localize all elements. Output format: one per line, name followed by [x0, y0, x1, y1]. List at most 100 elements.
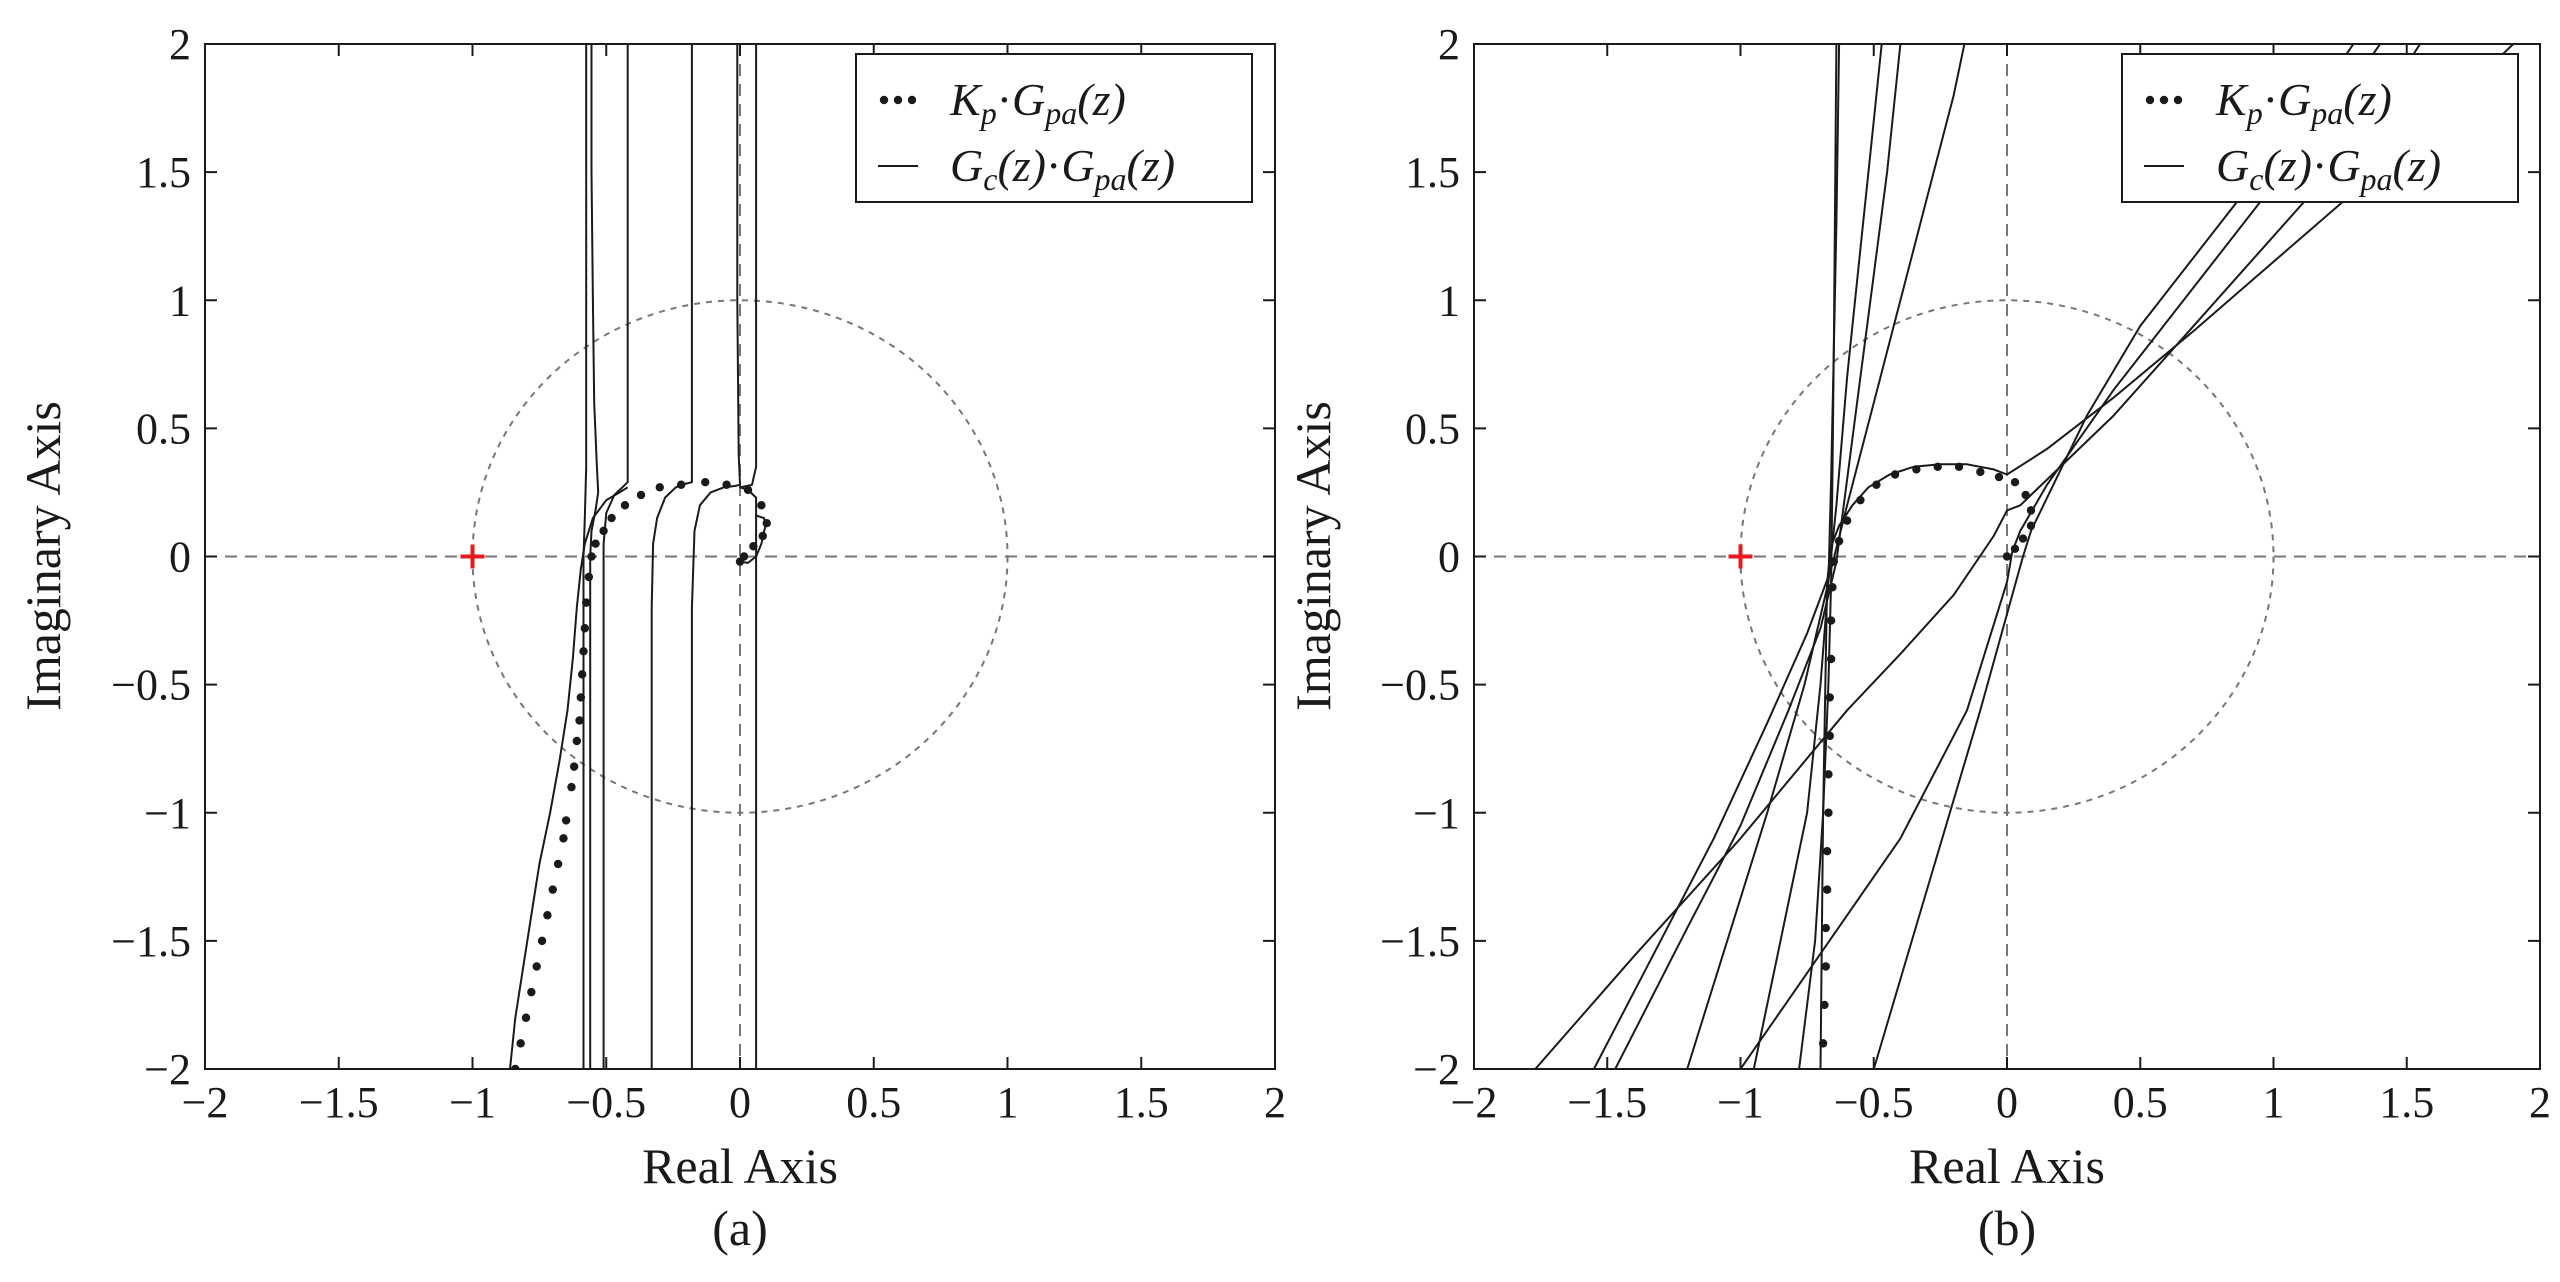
- panel-a-caption: (a): [712, 1200, 768, 1256]
- panel-b-x-tick-label: −1: [1717, 1078, 1764, 1127]
- panel-a-kp-gpa-point: [620, 501, 630, 510]
- panel-a-gc-gpa-branch-8: [739, 514, 767, 564]
- panel-b-legend-swatch-dotted: [2145, 95, 2183, 105]
- panel-b-kp-gpa-point: [1822, 846, 1832, 856]
- panel-a-kp-gpa-point: [527, 987, 536, 997]
- panel-a-y-tick-label: −2: [144, 1045, 191, 1094]
- panel-b-y-tick-label: −0.5: [1380, 661, 1460, 710]
- panel-b-ticks: −2 −1.5 −1 −0.5 0 0.5 1 1.5 2 −2 −1.5 −1 −0.5 0 0.5 1 1.…: [1380, 20, 2551, 1127]
- panel-b-kp-gpa-point: [2010, 477, 2020, 487]
- panel-a-unit-circle: [471, 299, 1009, 814]
- panel-a-kp-gpa-point: [572, 736, 582, 746]
- panel-a-gc-gpa-branch-1: [509, 486, 629, 1069]
- panel-a-kp-gpa-point: [584, 572, 594, 582]
- panel-a-y-tick-label: 0: [169, 533, 191, 582]
- panel-b-nyquist-plot: −2 −1.5 −1 −0.5 0 0.5 1 1.5 2 −2 −1.5 −1 −0.5 0 0.5 1 1.…: [1285, 20, 2551, 1256]
- panel-b-gc-gpa-branch-7: [1752, 44, 1841, 1069]
- panel-b-caption: (b): [1978, 1200, 2036, 1256]
- panel-b-x-tick-label: 0: [1996, 1078, 2018, 1127]
- panel-b-y-axis-title: Imaginary Axis: [1285, 401, 1341, 711]
- panel-a-x-tick-label: −1: [449, 1078, 496, 1127]
- panel-b-gc-gpa-branch-5: [1614, 44, 1902, 1069]
- panel-a-kp-gpa-point: [559, 834, 568, 843]
- panel-b-critical-point-marker: [1728, 544, 1753, 569]
- panel-a-kp-gpa-point: [516, 1039, 525, 1048]
- panel-b-y-tick-label: 1: [1438, 276, 1460, 325]
- panel-a-x-tick-label: 2: [1264, 1078, 1286, 1127]
- panel-a-kp-gpa-point: [569, 762, 579, 771]
- panel-b-kp-gpa-point: [1820, 1000, 1829, 1010]
- panel-a-x-axis-title: Real Axis: [642, 1138, 838, 1194]
- panel-b-kp-gpa-point: [1821, 962, 1830, 971]
- panel-a-kp-gpa-point: [636, 490, 646, 500]
- panel-a-kp-gpa-point: [548, 885, 557, 894]
- panel-b-kp-gpa-point: [1822, 885, 1832, 894]
- panel-a-y-tick-label: −1.5: [111, 917, 191, 966]
- panel-b-gc-gpa-branch-3: [1534, 44, 2421, 1069]
- panel-a-kp-gpa-point: [580, 624, 590, 633]
- panel-a-kp-gpa-point: [532, 962, 541, 971]
- panel-a-kp-gpa-point: [655, 483, 664, 492]
- panel-b-x-tick-label: 2: [2529, 1078, 2551, 1127]
- panel-a-kp-gpa-point: [591, 539, 600, 548]
- panel-b-y-tick-label: 1.5: [1405, 148, 1460, 197]
- panel-a-gc-gpa-branch-3: [589, 44, 600, 1069]
- panel-b-kp-gpa-point: [1994, 472, 2004, 482]
- panel-a-kp-gpa-point: [587, 552, 596, 561]
- panel-b-x-tick-label: −0.5: [1834, 1078, 1914, 1127]
- panel-a-y-tick-label: 1: [169, 276, 191, 325]
- panel-b-x-tick-label: 1: [2263, 1078, 2285, 1127]
- panel-b-x-axis-title: Real Axis: [1909, 1138, 2105, 1194]
- panel-b-legend-box: [2121, 53, 2519, 203]
- panel-a-critical-point-marker: [460, 544, 485, 569]
- panel-a-kp-gpa-point: [701, 477, 710, 487]
- panel-b-kp-gpa-point: [1824, 770, 1833, 779]
- panel-b-x-tick-label: −2: [1451, 1078, 1498, 1127]
- panel-a-y-axis-title: Imaginary Axis: [15, 401, 71, 711]
- panel-a-kp-gpa-point: [521, 1013, 531, 1022]
- panel-a-kp-gpa-point: [553, 859, 563, 869]
- panel-a-x-tick-label: 0.5: [846, 1078, 901, 1127]
- panel-a-x-tick-label: 1: [997, 1078, 1019, 1127]
- panel-b-kp-gpa-point: [1826, 616, 1836, 625]
- panel-a-x-tick-label: −0.5: [566, 1078, 646, 1127]
- panel-a-nyquist-plot: −2 −1.5 −1 −0.5 0 0.5 1 1.5 2 −2 −1.5 −1 −0.5 0 0.5 1 1.…: [15, 20, 1286, 1256]
- panel-a-kp-gpa-point: [577, 670, 587, 679]
- panel-a-kp-gpa-dots: [511, 477, 771, 1069]
- panel-b-kp-gpa-point: [1824, 808, 1833, 817]
- panel-a-legend: Kp·Gpa(z) Gc(z)·Gpa(z): [855, 53, 1253, 203]
- panel-b-y-tick-label: −1.5: [1380, 917, 1460, 966]
- panel-b-x-tick-label: −1.5: [1567, 1078, 1647, 1127]
- panel-a-x-tick-label: −2: [182, 1078, 229, 1127]
- panel-b-gc-gpa-branch-8: [1798, 44, 1838, 1069]
- panel-b-y-tick-label: 0.5: [1405, 404, 1460, 453]
- panel-a-ticks: −2 −1.5 −1 −0.5 0 0.5 1 1.5 2 −2 −1.5 −1 −0.5 0 0.5 1 1.…: [111, 20, 1286, 1127]
- panel-a-kp-gpa-point: [575, 716, 584, 725]
- panel-b-kp-gpa-point: [2002, 552, 2012, 561]
- panel-a-gc-gpa-branch-5: [650, 44, 693, 1069]
- panel-a-legend-box: [855, 53, 1253, 203]
- panel-b-y-tick-label: 2: [1438, 20, 1460, 69]
- panel-b-y-tick-label: 0: [1438, 533, 1460, 582]
- panel-a-gc-gpa-branch-2: [582, 44, 588, 1069]
- panel-a-kp-gpa-point: [567, 782, 576, 792]
- panel-a-legend-swatch-dotted: [879, 95, 917, 105]
- panel-b-kp-gpa-dots: [1818, 462, 2036, 1048]
- panel-a-y-tick-label: −0.5: [111, 661, 191, 710]
- panel-a-gc-gpa-branch-4: [602, 44, 629, 1069]
- panel-a-kp-gpa-point: [757, 501, 766, 510]
- panel-a-kp-gpa-point: [607, 513, 616, 523]
- panel-b-y-tick-label: −2: [1413, 1045, 1460, 1094]
- panel-b-x-tick-label: 1.5: [2379, 1078, 2434, 1127]
- panel-a-x-tick-label: 1.5: [1114, 1078, 1169, 1127]
- panel-b-kp-gpa-point: [1976, 467, 1985, 477]
- panel-a-kp-gpa-point: [561, 816, 571, 825]
- panel-a-y-tick-label: −1: [144, 789, 191, 838]
- panel-b-x-tick-label: 0.5: [2113, 1078, 2168, 1127]
- panel-b-y-tick-label: −1: [1413, 789, 1460, 838]
- panel-a-y-tick-label: 2: [169, 20, 191, 69]
- panel-b-gc-gpa-branch-1: [1819, 463, 2008, 1069]
- panel-a-plot-content: [205, 44, 1275, 1069]
- panel-b-kp-gpa-point: [2018, 534, 2028, 543]
- panel-b-legend-label-1: Kp·Gpa(z): [2215, 74, 2392, 131]
